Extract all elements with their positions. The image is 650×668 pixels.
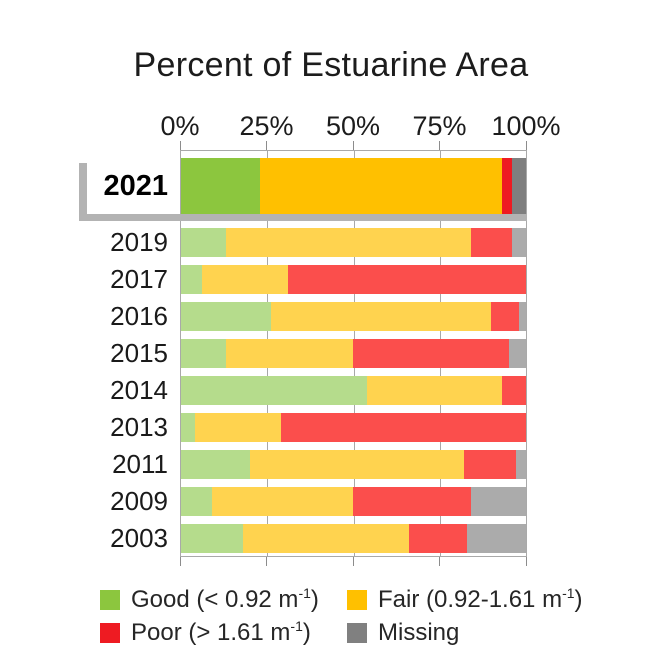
highlight-bracket-horizontal (79, 214, 527, 221)
highlight-bracket-vertical (79, 163, 87, 221)
legend-label-missing: Missing (378, 620, 459, 646)
axis-tick-top (266, 141, 267, 150)
bar-segment-fair (212, 487, 354, 516)
legend-label-text: ) (574, 586, 583, 613)
bar-segment-missing (508, 339, 526, 368)
bar-segment-good (181, 413, 195, 442)
legend-swatch-fair (347, 590, 367, 610)
legend-label-superscript: -1 (298, 585, 311, 601)
axis-tick-top (439, 141, 440, 150)
bar-segment-poor (353, 339, 509, 368)
legend-label-text: Good (< 0.92 m (131, 586, 299, 613)
axis-tick-top (352, 141, 354, 150)
axis-tick-bottom (352, 557, 354, 566)
bar-segment-fair (201, 265, 288, 294)
legend-label-text: Poor (> 1.61 m (131, 619, 291, 646)
x-tick-label: 0% (160, 111, 200, 141)
bar-segment-good (181, 376, 368, 405)
bar-segment-poor (463, 450, 516, 479)
bar-segment-missing (519, 302, 526, 331)
x-tick-label: 100% (491, 111, 561, 141)
bar-segment-fair (225, 228, 471, 257)
axis-tick-bottom (439, 557, 440, 566)
bar-segment-poor (491, 302, 520, 331)
bar-segment-missing (512, 158, 526, 214)
bar-row-2016 (181, 302, 526, 331)
legend-label-text: ) (310, 586, 319, 613)
x-tick-label: 25% (239, 111, 294, 141)
bar-segment-poor (353, 487, 471, 516)
bar-segment-poor (470, 228, 513, 257)
axis-tick-bottom (179, 557, 181, 566)
legend-label-good: Good (< 0.92 m-1) (131, 585, 319, 613)
year-label-2016: 2016 (110, 301, 168, 331)
bar-segment-good (181, 524, 244, 553)
bar-segment-fair (270, 302, 492, 331)
legend-label-fair: Fair (0.92-1.61 m-1) (378, 585, 583, 613)
bar-segment-missing (512, 228, 526, 257)
year-label-2015: 2015 (110, 338, 168, 368)
bar-segment-good (181, 265, 202, 294)
year-label-2014: 2014 (110, 375, 168, 405)
year-label-2011: 2011 (112, 449, 168, 479)
year-label-2013: 2013 (110, 412, 168, 442)
bar-segment-poor (281, 413, 526, 442)
axis-tick-bottom (266, 557, 267, 566)
axis-tick-bottom (525, 557, 527, 566)
bar-row-2015 (181, 339, 526, 368)
bar-segment-missing (515, 450, 526, 479)
bar-row-2011 (181, 450, 526, 479)
year-label-2003: 2003 (110, 523, 168, 553)
x-tick-label: 50% (325, 111, 381, 141)
bar-row-2017 (181, 265, 526, 294)
legend-swatch-poor (100, 623, 120, 643)
legend-label-superscript: -1 (290, 618, 303, 634)
bar-row-2003 (181, 524, 526, 553)
year-label-2009: 2009 (110, 486, 168, 516)
bar-segment-poor (501, 158, 513, 214)
bar-row-2019 (181, 228, 526, 257)
bar-segment-fair (243, 524, 409, 553)
bar-segment-poor (287, 265, 526, 294)
legend-label-text: Fair (0.92-1.61 m (378, 586, 563, 613)
bar-segment-good (181, 158, 261, 214)
bar-segment-good (181, 450, 250, 479)
bar-segment-poor (501, 376, 526, 405)
x-tick-label: 75% (412, 111, 467, 141)
bar-row-2021 (181, 158, 526, 214)
bar-segment-fair (225, 339, 354, 368)
chart-title: Percent of Estuarine Area (133, 46, 529, 84)
bar-segment-missing (470, 487, 526, 516)
year-label-2017: 2017 (110, 264, 168, 294)
bar-segment-fair (260, 158, 502, 214)
bar-segment-good (181, 228, 226, 257)
legend-label-text: ) (302, 619, 311, 646)
bar-segment-good (181, 487, 213, 516)
legend-label-poor: Poor (> 1.61 m-1) (131, 618, 311, 646)
bar-segment-fair (194, 413, 282, 442)
bar-row-2009 (181, 487, 526, 516)
legend-label-superscript: -1 (562, 585, 575, 601)
bar-segment-missing (467, 524, 526, 553)
bar-segment-fair (367, 376, 502, 405)
bar-row-2014 (181, 376, 526, 405)
axis-tick-top (179, 141, 181, 150)
legend-label-text: Missing (378, 619, 460, 646)
year-label-2021: 2021 (103, 170, 168, 202)
bar-segment-poor (408, 524, 468, 553)
axis-tick-top (525, 141, 527, 150)
year-label-2019: 2019 (110, 227, 168, 257)
bar-row-2013 (181, 413, 526, 442)
legend-swatch-missing (347, 623, 367, 643)
bar-segment-good (181, 302, 271, 331)
bar-segment-good (181, 339, 226, 368)
bar-segment-fair (250, 450, 464, 479)
legend-swatch-good (100, 590, 120, 610)
